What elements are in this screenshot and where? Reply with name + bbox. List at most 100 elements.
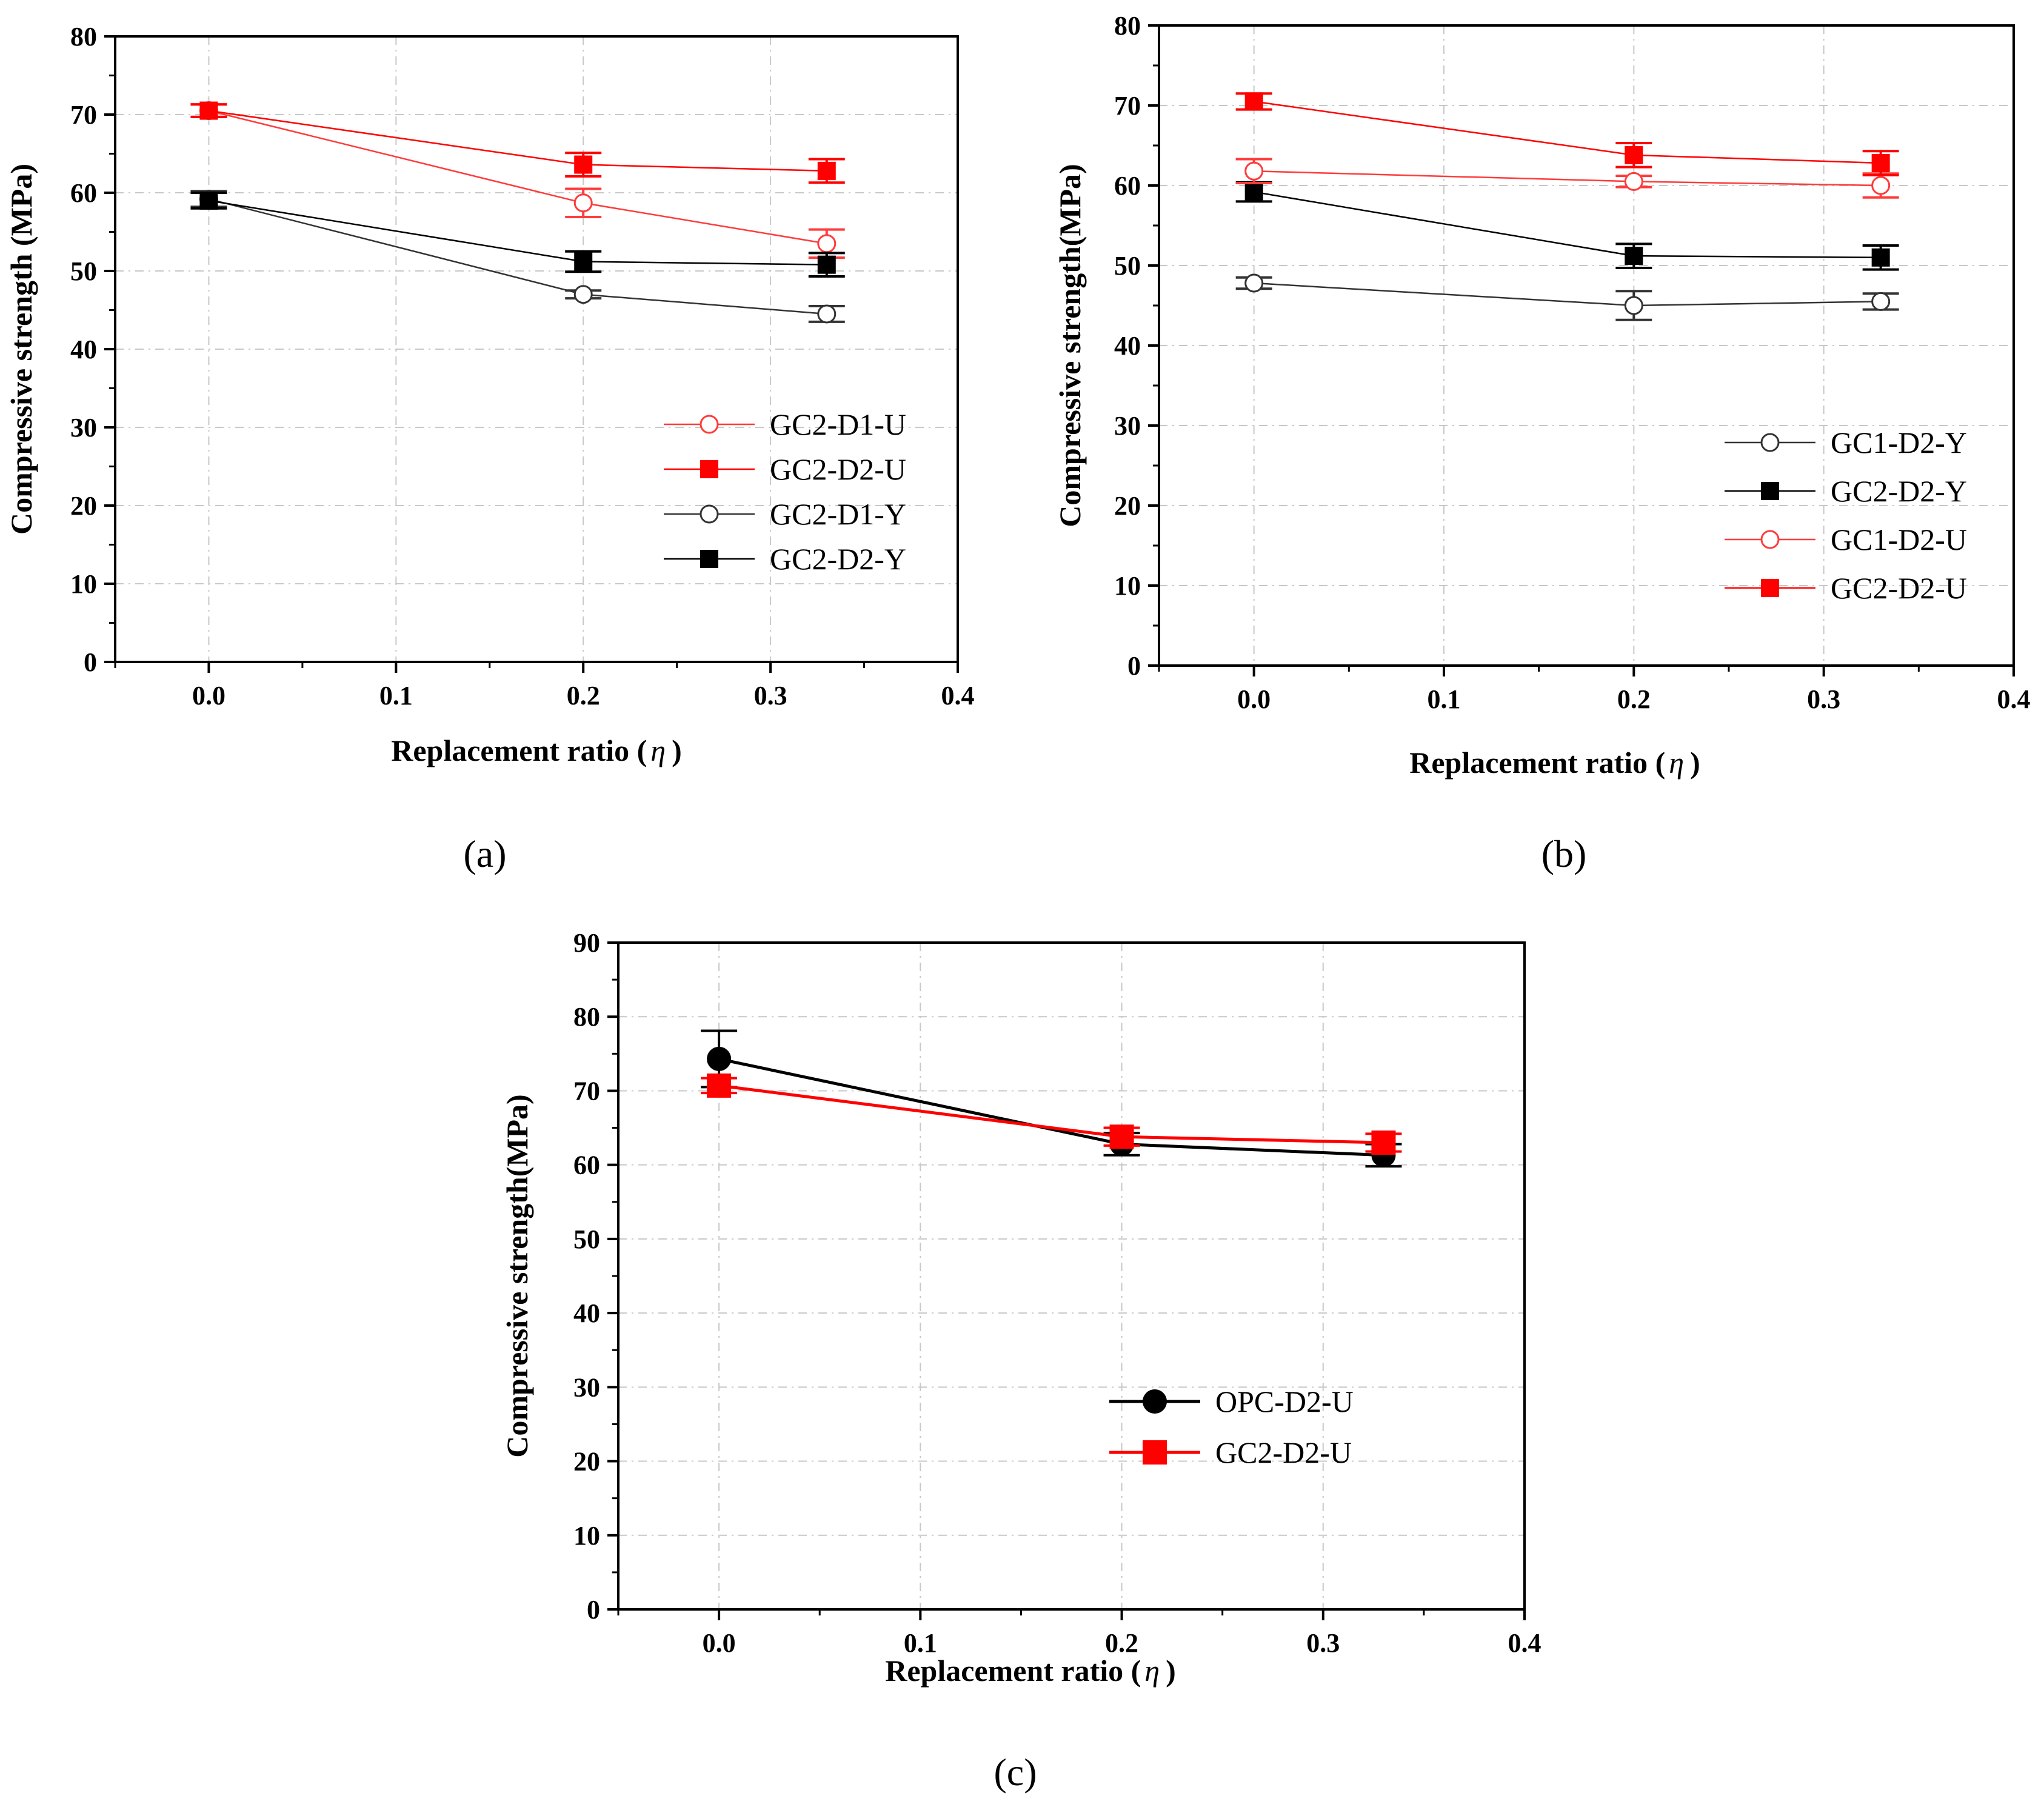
legend-label: GC2-D2-U [1831, 571, 1967, 605]
y-tick-label: 50 [70, 256, 97, 286]
series-GC2-D2-Y: GC2-D2-Y [190, 191, 906, 576]
data-point [817, 255, 836, 274]
x-tick-label: 0.4 [1508, 1628, 1541, 1658]
x-axis-label-end: ) [1690, 746, 1700, 780]
x-axis-label-text: Replacement ratio ( [1409, 746, 1665, 780]
legend-marker [700, 415, 719, 434]
data-point [707, 1073, 732, 1098]
legend-marker [1760, 433, 1780, 452]
y-tick-label: 10 [1114, 571, 1141, 601]
y-tick-label: 80 [70, 22, 97, 52]
data-point [1624, 296, 1643, 315]
data-point [817, 234, 837, 253]
y-tick-label: 20 [573, 1447, 600, 1477]
y-tick-label: 90 [573, 928, 600, 958]
y-tick-label: 80 [573, 1002, 600, 1032]
y-tick-label: 40 [573, 1298, 600, 1328]
series-GC1-D2-U: GC1-D2-U [1235, 158, 1967, 556]
panel-label: (a) [463, 832, 506, 875]
x-tick-label: 0.0 [1237, 684, 1271, 714]
data-point [1624, 172, 1643, 191]
x-tick-label: 0.1 [379, 681, 413, 710]
data-point [1244, 182, 1263, 201]
x-tick-label: 0.4 [1997, 684, 2031, 714]
y-tick-label: 30 [70, 413, 97, 443]
y-tick-label: 20 [70, 491, 97, 521]
panel-label: (b) [1541, 832, 1587, 875]
series-GC1-D2-Y: GC1-D2-Y [1235, 273, 1967, 459]
data-point [1871, 248, 1890, 267]
data-point [707, 1046, 732, 1071]
x-tick-label: 0.0 [703, 1628, 736, 1658]
series-GC2-D2-Y: GC2-D2-Y [1235, 181, 1967, 508]
data-point [1871, 292, 1891, 311]
x-tick-label: 0.2 [1617, 684, 1651, 714]
legend-marker [700, 460, 718, 478]
data-point [817, 304, 837, 324]
panel-label: (c) [994, 1751, 1037, 1794]
x-tick-label: 0.2 [1105, 1628, 1138, 1658]
y-tick-label: 30 [573, 1372, 600, 1402]
legend-marker [1761, 482, 1779, 500]
x-tick-label: 0.0 [192, 681, 225, 710]
legend-label: GC2-D2-U [1215, 1435, 1352, 1469]
x-axis-label-end: ) [1166, 1654, 1176, 1688]
legend-label: GC1-D2-U [1831, 523, 1967, 556]
legend-label: GC2-D2-Y [770, 542, 906, 576]
y-axis-label: Compressive strength(MPa) [1053, 164, 1087, 527]
chart-panel-c: 0.0 0.1 0.2 0.3 0.4 0 10 20 30 40 50 60 70 80 90 Replac… [500, 928, 1541, 1794]
y-tick-label: 0 [587, 1595, 600, 1625]
y-tick-label: 20 [1114, 491, 1141, 521]
y-tick-label: 30 [1114, 411, 1141, 441]
legend-label: GC1-D2-Y [1831, 426, 1967, 459]
x-tick-label: 0.3 [754, 681, 787, 710]
x-axis-label: Replacement ratio (η) [1409, 746, 1700, 780]
data-point [1871, 176, 1891, 195]
data-point [817, 161, 836, 180]
data-point [199, 191, 218, 210]
y-tick-label: 40 [1114, 331, 1141, 361]
legend-marker [1143, 1389, 1167, 1414]
chart-panel-a: 0.0 0.1 0.2 0.3 0.4 0 10 20 30 40 50 60 70 80 Replacem… [4, 22, 975, 875]
data-point [1871, 154, 1890, 173]
x-axis-label-end: ) [672, 733, 682, 767]
y-axis-label: Compressive strength(MPa) [500, 1094, 534, 1457]
x-axis-label: Replacement ratio (η) [885, 1654, 1176, 1688]
series-GC2-D2-U: GC2-D2-U [190, 101, 906, 486]
y-tick-label: 50 [1114, 251, 1141, 281]
y-tick-label: 10 [70, 569, 97, 599]
y-tick-label: 60 [70, 178, 97, 208]
series-GC2-D2-U: GC2-D2-U [1235, 92, 1967, 605]
data-point [574, 252, 593, 271]
data-point [1625, 145, 1643, 164]
y-tick-label: 70 [70, 100, 97, 130]
y-tick-label: 10 [573, 1521, 600, 1551]
series-GC2-D1-Y: GC2-D1-Y [190, 189, 906, 531]
legend-marker [700, 504, 719, 524]
legend-label: GC2-D1-Y [770, 497, 906, 531]
x-tick-label: 0.2 [567, 681, 600, 710]
x-axis-label-text: Replacement ratio ( [885, 1654, 1141, 1688]
data-point [573, 285, 593, 304]
y-tick-label: 60 [573, 1151, 600, 1180]
legend-marker [700, 550, 718, 568]
x-axis-label-text: Replacement ratio ( [391, 733, 647, 767]
y-tick-label: 70 [573, 1076, 600, 1106]
y-tick-label: 50 [573, 1224, 600, 1254]
y-tick-label: 40 [70, 335, 97, 364]
x-axis-label: Replacement ratio (η) [391, 733, 682, 767]
x-tick-label: 0.1 [1428, 684, 1461, 714]
x-axis-label-symbol: η [650, 733, 666, 767]
data-point [1109, 1124, 1134, 1149]
data-point [1244, 92, 1263, 111]
data-point [573, 193, 593, 213]
legend-marker [1761, 579, 1779, 597]
legend-label: OPC-D2-U [1215, 1384, 1354, 1418]
x-axis-label-symbol: η [1144, 1654, 1160, 1688]
series-GC2-D2-U: GC2-D2-U [701, 1073, 1402, 1469]
x-tick-label: 0.3 [1306, 1628, 1340, 1658]
y-tick-label: 70 [1114, 91, 1141, 121]
legend-marker [1760, 530, 1780, 549]
